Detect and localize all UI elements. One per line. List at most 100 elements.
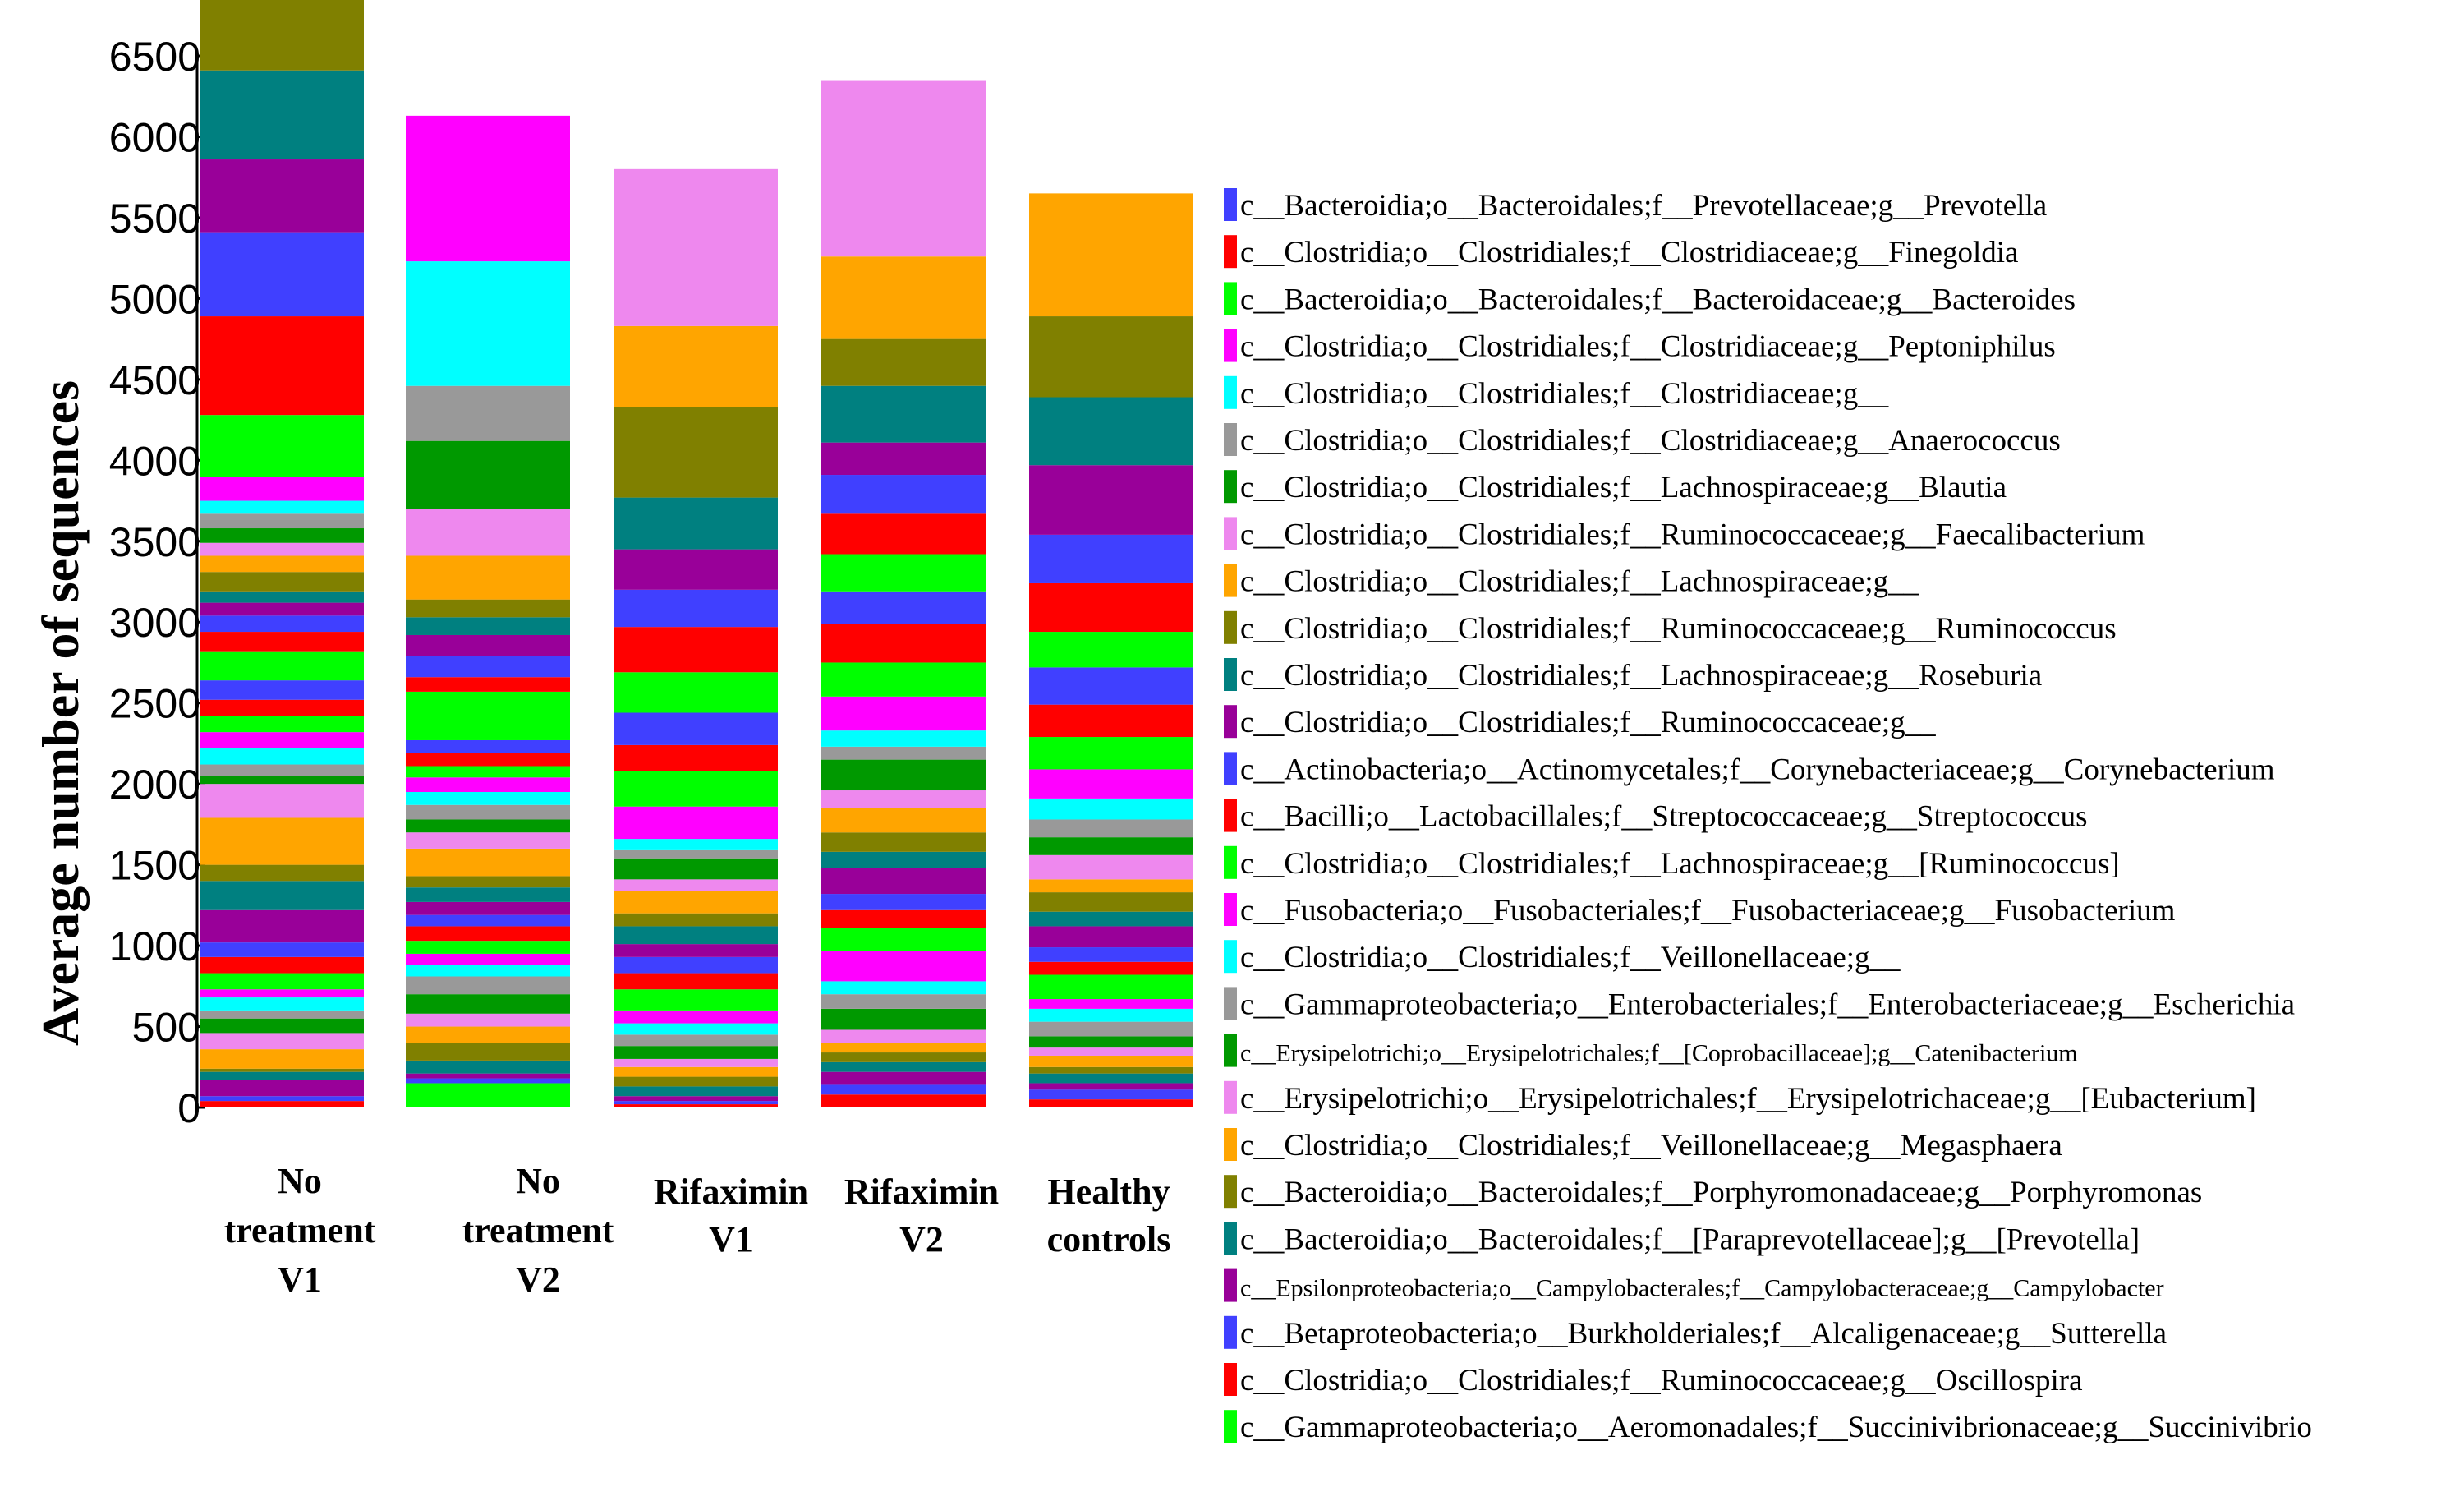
bar-segment xyxy=(1029,769,1193,799)
bar-segment xyxy=(200,1018,364,1034)
bar-segment xyxy=(614,913,778,927)
bar-segment xyxy=(200,764,364,776)
legend-item: c__Bacilli;o__Lactobacillales;f__Strepto… xyxy=(1224,799,2087,834)
x-tick-label: V2 xyxy=(516,1259,560,1300)
bar-segment xyxy=(614,1023,778,1035)
bar-segment xyxy=(406,887,570,902)
bar-segment xyxy=(200,1010,364,1019)
bar-segment xyxy=(406,1026,570,1043)
legend-swatch xyxy=(1224,1128,1237,1161)
bar-segment xyxy=(200,748,364,765)
bar-stack xyxy=(406,115,570,1107)
legend-swatch xyxy=(1224,282,1237,315)
legend-item: c__Clostridia;o__Clostridiales;f__Lachno… xyxy=(1224,470,2007,504)
bar-segment xyxy=(821,475,986,514)
bar-segment xyxy=(821,1084,986,1095)
y-tick-label: 5500 xyxy=(109,196,200,242)
bar-segment xyxy=(1029,947,1193,962)
legend-item: c__Clostridia;o__Clostridiales;f__Lachno… xyxy=(1224,564,1919,599)
legend-swatch xyxy=(1224,893,1237,926)
legend-swatch xyxy=(1224,752,1237,785)
bar-segment xyxy=(614,1034,778,1047)
legend-swatch xyxy=(1224,329,1237,362)
bar-segment xyxy=(821,80,986,257)
bar-segment xyxy=(200,555,364,573)
legend-item: c__Clostridia;o__Clostridiales;f__Clostr… xyxy=(1224,329,2056,364)
y-tick-label: 5000 xyxy=(109,276,200,322)
bar-segment xyxy=(821,950,986,982)
legend-item: c__Bacteroidia;o__Bacteroidales;f__Porph… xyxy=(1224,1175,2202,1209)
x-tick-label: V1 xyxy=(278,1259,322,1300)
legend-swatch xyxy=(1224,610,1237,644)
bar-segment xyxy=(200,1049,364,1069)
bar-segment xyxy=(406,385,570,441)
legend-swatch xyxy=(1224,423,1237,456)
bar-segment xyxy=(821,624,986,663)
bar-segment xyxy=(200,1068,364,1072)
bar-segment xyxy=(406,901,570,915)
bar-segment xyxy=(406,953,570,965)
bar-segment xyxy=(614,672,778,713)
x-tick-label: controls xyxy=(1047,1219,1171,1259)
x-tick-label: No xyxy=(516,1161,560,1201)
legend-label: c__Clostridia;o__Clostridiales;f__Veillo… xyxy=(1240,941,1901,974)
legend-label: c__Clostridia;o__Clostridiales;f__Rumino… xyxy=(1240,1364,2083,1397)
bar-segment xyxy=(200,817,364,865)
bar-segment xyxy=(406,994,570,1014)
legend-label: c__Bacteroidia;o__Bacteroidales;f__Prevo… xyxy=(1240,189,2047,223)
legend-label: c__Clostridia;o__Clostridiales;f__Veillo… xyxy=(1240,1129,2062,1163)
bar-segment xyxy=(406,1083,570,1107)
legend-swatch xyxy=(1224,1080,1237,1114)
bar-segment xyxy=(406,261,570,386)
bar-segment xyxy=(406,634,570,656)
legend-label: c__Clostridia;o__Clostridiales;f__Rumino… xyxy=(1240,706,1936,739)
bar-segment xyxy=(1029,961,1193,975)
legend-label: c__Clostridia;o__Clostridiales;f__Lachno… xyxy=(1240,659,2042,693)
bar-segment xyxy=(1029,1047,1193,1056)
bar-segment xyxy=(614,944,778,957)
x-tick-label: No xyxy=(278,1161,322,1201)
bar-stack xyxy=(1029,193,1193,1107)
bar-segment xyxy=(200,542,364,556)
legend-swatch xyxy=(1224,1222,1237,1255)
bar-segment xyxy=(200,316,364,416)
x-tick-label: Rifaximin xyxy=(844,1172,999,1212)
bar-segment xyxy=(406,1043,570,1061)
bar-segment xyxy=(614,956,778,974)
bar-segment xyxy=(1029,854,1193,880)
bar-segment xyxy=(614,1010,778,1024)
bar-segment xyxy=(1029,837,1193,855)
legend-item: c__Clostridia;o__Clostridiales;f__Veillo… xyxy=(1224,940,1901,974)
legend-swatch xyxy=(1224,1315,1237,1349)
bar-segment xyxy=(614,1096,778,1102)
bar-segment xyxy=(200,909,364,943)
bar-segment xyxy=(406,832,570,849)
legend-item: c__Clostridia;o__Clostridiales;f__Lachno… xyxy=(1224,845,2120,881)
bar-segment xyxy=(1029,1073,1193,1084)
bar-segment xyxy=(821,256,986,339)
bar-segment xyxy=(614,1104,778,1107)
bar-segment xyxy=(200,680,364,700)
bar-segment xyxy=(200,989,364,998)
bar-segment xyxy=(614,168,778,326)
legend-swatch xyxy=(1224,987,1237,1020)
bar-segment xyxy=(614,325,778,407)
bar-segment xyxy=(1029,667,1193,705)
legend-label: c__Clostridia;o__Clostridiales;f__Clostr… xyxy=(1240,377,1889,411)
bar-segment xyxy=(406,739,570,753)
bar-segment xyxy=(200,1071,364,1080)
bar-segment xyxy=(200,513,364,529)
y-axis-label: Average number of sequences xyxy=(31,380,90,1046)
legend-item: c__Gammaproteobacteria;o__Aeromonadales;… xyxy=(1224,1410,2312,1444)
y-tick-label: 1500 xyxy=(109,843,200,889)
bar-segment xyxy=(821,338,986,386)
y-tick-label: 0 xyxy=(177,1085,200,1131)
legend-label: c__Clostridia;o__Clostridiales;f__Clostr… xyxy=(1240,424,2061,458)
bar-segment xyxy=(821,909,986,928)
bar-segment xyxy=(821,730,986,747)
bar-segment xyxy=(406,926,570,942)
bar-segment xyxy=(200,784,364,818)
bar-segment xyxy=(406,555,570,600)
bar-segment xyxy=(1029,879,1193,893)
y-tick-label: 4500 xyxy=(109,357,200,403)
